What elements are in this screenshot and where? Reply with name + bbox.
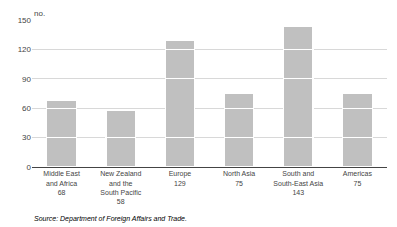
svg-text:30: 30 [22, 133, 31, 142]
svg-text:120: 120 [18, 45, 32, 54]
svg-text:North Asia75: North Asia75 [223, 170, 255, 186]
svg-text:0: 0 [27, 163, 32, 172]
svg-text:Americas75: Americas75 [343, 170, 373, 186]
svg-text:90: 90 [22, 75, 31, 84]
svg-text:New Zealandand theSouth Pacifi: New Zealandand theSouth Pacific58 [100, 170, 142, 204]
svg-text:South andSouth-East Asia143: South andSouth-East Asia143 [273, 170, 323, 195]
svg-text:60: 60 [22, 104, 31, 113]
svg-text:Middle Eastand Africa68: Middle Eastand Africa68 [43, 170, 80, 195]
svg-text:no.: no. [34, 9, 45, 18]
svg-text:Europe129: Europe129 [169, 170, 192, 186]
svg-text:150: 150 [18, 16, 32, 25]
svg-text:Source: Department of Foreign: Source: Department of Foreign Affairs an… [34, 215, 187, 223]
